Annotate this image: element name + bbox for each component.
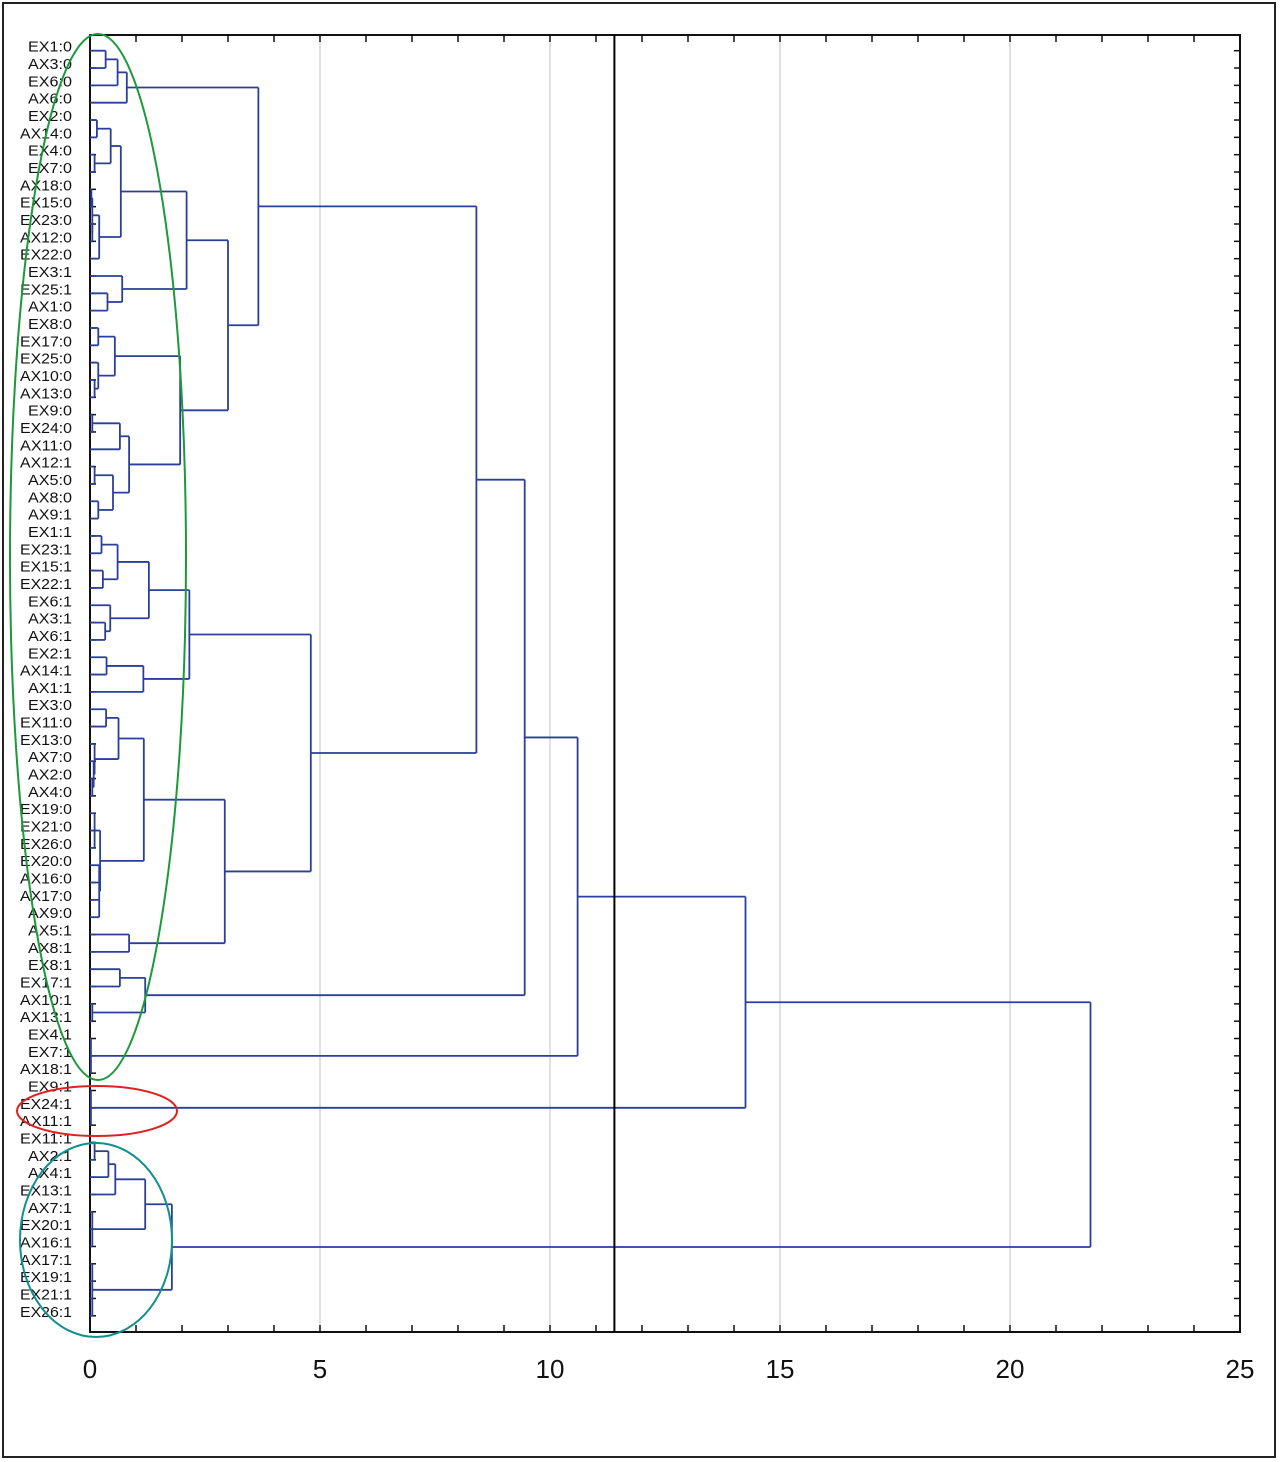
leaf-label: AX17:0 bbox=[20, 889, 72, 905]
x-tick-label: 5 bbox=[313, 1354, 327, 1384]
leaf-label: EX20:1 bbox=[20, 1218, 72, 1234]
leaf-label: EX4:0 bbox=[28, 144, 72, 160]
leaf-label: EX7:0 bbox=[28, 161, 72, 177]
cluster-annotations bbox=[9, 33, 187, 1338]
leaf-label: EX24:0 bbox=[20, 421, 72, 437]
leaf-label: EX3:1 bbox=[28, 265, 72, 281]
x-tick-label: 20 bbox=[996, 1354, 1025, 1384]
group3-ellipse bbox=[19, 1142, 173, 1338]
leaf-label: EX24:1 bbox=[20, 1097, 72, 1113]
leaf-labels: EX1:0AX3:0EX6:0AX6:0EX2:0AX14:0EX4:0EX7:… bbox=[20, 40, 1240, 1321]
leaf-label: EX17:0 bbox=[20, 334, 72, 350]
leaf-label: AX8:0 bbox=[28, 490, 72, 506]
leaf-label: AX12:1 bbox=[20, 456, 72, 472]
leaf-label: AX13:1 bbox=[20, 1010, 72, 1026]
leaf-label: AX4:0 bbox=[28, 785, 72, 801]
leaf-label: EX15:1 bbox=[20, 560, 72, 576]
leaf-label: AX18:1 bbox=[20, 1062, 72, 1078]
leaf-label: AX10:0 bbox=[20, 369, 72, 385]
leaf-label: AX4:1 bbox=[28, 1166, 72, 1182]
leaf-label: EX9:1 bbox=[28, 1080, 72, 1096]
leaf-label: EX22:0 bbox=[20, 248, 72, 264]
leaf-label: EX7:1 bbox=[28, 1045, 72, 1061]
leaf-label: AX6:1 bbox=[28, 629, 72, 645]
leaf-label: AX2:0 bbox=[28, 768, 72, 784]
leaf-label: EX20:0 bbox=[20, 854, 72, 870]
leaf-label: AX10:1 bbox=[20, 993, 72, 1009]
leaf-label: EX17:1 bbox=[20, 976, 72, 992]
leaf-label: EX1:0 bbox=[28, 40, 72, 56]
leaf-label: AX11:0 bbox=[20, 438, 72, 454]
leaf-label: EX13:0 bbox=[20, 733, 72, 749]
x-tick-label: 15 bbox=[766, 1354, 795, 1384]
leaf-label: AX9:0 bbox=[28, 906, 72, 922]
leaf-label: AX1:1 bbox=[28, 681, 72, 697]
dendrogram-links bbox=[90, 49, 1092, 1317]
leaf-label: EX15:0 bbox=[20, 196, 72, 212]
leaf-label: AX7:0 bbox=[28, 750, 72, 766]
group2-ellipse bbox=[16, 1085, 178, 1137]
leaf-label: EX23:0 bbox=[20, 213, 72, 229]
leaf-label: EX6:0 bbox=[28, 74, 72, 90]
leaf-label: EX11:0 bbox=[20, 716, 72, 732]
leaf-label: AX11:1 bbox=[20, 1114, 72, 1130]
leaf-label: EX11:1 bbox=[20, 1131, 72, 1147]
leaf-label: EX19:1 bbox=[20, 1270, 72, 1286]
leaf-label: AX18:0 bbox=[20, 178, 72, 194]
leaf-label: EX23:1 bbox=[20, 542, 72, 558]
leaf-label: AX16:1 bbox=[20, 1235, 72, 1251]
leaf-label: AX17:1 bbox=[20, 1253, 72, 1269]
leaf-label: AX6:0 bbox=[28, 92, 72, 108]
group1-ellipse bbox=[9, 33, 187, 1081]
leaf-label: AX5:0 bbox=[28, 473, 72, 489]
leaf-label: AX1:0 bbox=[28, 300, 72, 316]
leaf-label: AX13:0 bbox=[20, 386, 72, 402]
leaf-label: AX12:0 bbox=[20, 230, 72, 246]
leaf-label: AX5:1 bbox=[28, 924, 72, 940]
leaf-label: EX9:0 bbox=[28, 404, 72, 420]
leaf-label: AX3:0 bbox=[28, 57, 72, 73]
plot-area bbox=[89, 34, 1241, 1333]
grid-lines bbox=[319, 35, 1011, 1332]
leaf-label: EX3:0 bbox=[28, 698, 72, 714]
x-tick-label: 0 bbox=[83, 1354, 97, 1384]
x-tick-label: 10 bbox=[536, 1354, 565, 1384]
leaf-label: AX14:1 bbox=[20, 664, 72, 680]
leaf-label: AX7:1 bbox=[28, 1201, 72, 1217]
leaf-label: EX22:1 bbox=[20, 577, 72, 593]
leaf-label: AX16:0 bbox=[20, 872, 72, 888]
axes: 0 5 10 15 20 25 bbox=[83, 34, 1255, 1384]
leaf-label: EX25:0 bbox=[20, 352, 72, 368]
leaf-label: AX8:1 bbox=[28, 941, 72, 957]
leaf-label: AX9:1 bbox=[28, 508, 72, 524]
leaf-label: EX8:1 bbox=[28, 958, 72, 974]
leaf-label: EX21:1 bbox=[20, 1287, 72, 1303]
leaf-label: AX3:1 bbox=[28, 612, 72, 628]
leaf-label: EX1:1 bbox=[28, 525, 72, 541]
leaf-label: EX26:0 bbox=[20, 837, 72, 853]
leaf-label: EX19:0 bbox=[20, 802, 72, 818]
leaf-label: EX25:1 bbox=[20, 282, 72, 298]
x-tick-label: 25 bbox=[1226, 1354, 1255, 1384]
leaf-label: EX2:1 bbox=[28, 646, 72, 662]
leaf-label: EX6:1 bbox=[28, 594, 72, 610]
leaf-label: EX21:0 bbox=[20, 820, 72, 836]
leaf-label: EX8:0 bbox=[28, 317, 72, 333]
